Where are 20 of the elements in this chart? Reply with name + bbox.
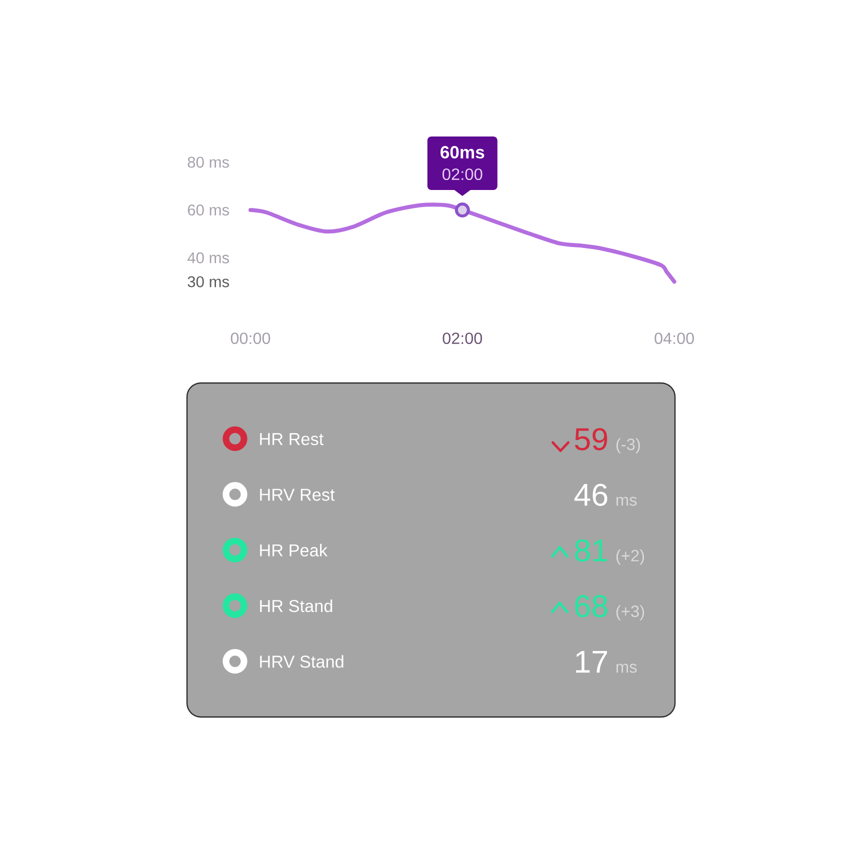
- y-tick-label: 60 ms: [188, 204, 230, 216]
- line-series: [248, 202, 676, 284]
- data-label: 68: [575, 595, 608, 618]
- category-label: HRV Stand: [260, 655, 344, 668]
- category-label: HR Peak: [260, 544, 328, 556]
- data-label: 59: [574, 428, 608, 450]
- annotation: 02:00: [442, 168, 482, 180]
- y-tick-label: 80 ms: [188, 156, 230, 168]
- data-label: 81: [575, 539, 608, 562]
- category-label: HR Stand: [260, 600, 332, 612]
- y-tick-label: 30 ms: [188, 276, 230, 288]
- x-tick-label: 00:00: [230, 332, 270, 344]
- annotation: 60ms: [440, 146, 484, 158]
- category-label: HR Rest: [260, 433, 324, 446]
- y-tick-label: 40 ms: [187, 252, 230, 264]
- category-label: HRV Rest: [260, 488, 335, 501]
- data-label: 46: [574, 484, 608, 506]
- x-tick-label: 02:00: [442, 332, 482, 344]
- x-tick-label: 04:00: [654, 332, 694, 344]
- data-label: 17: [576, 650, 608, 673]
